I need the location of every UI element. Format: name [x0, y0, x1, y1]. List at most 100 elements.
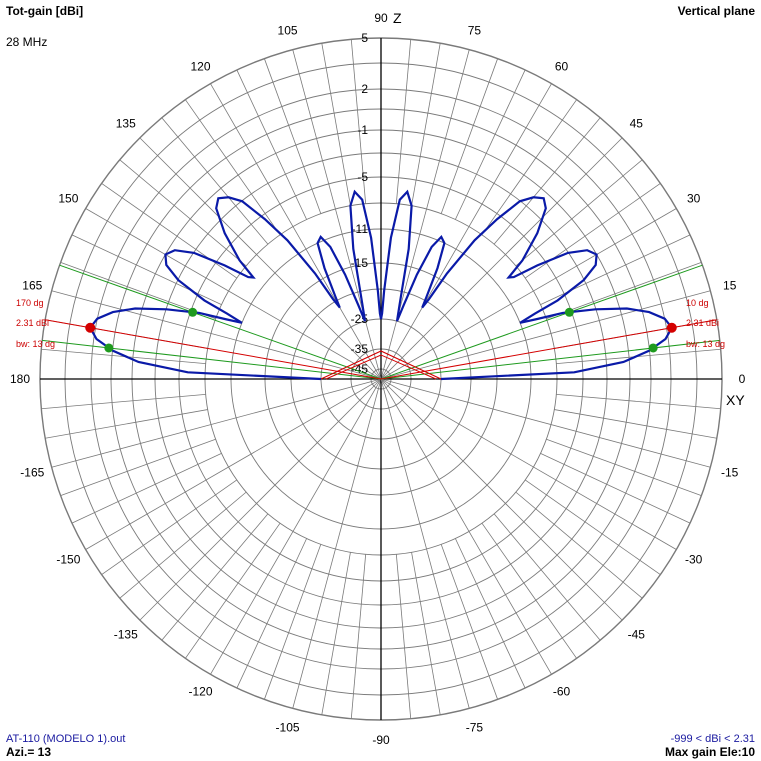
angle-tick-labels: 0 15 30 45 60 75 90 105 120 135 150 165 180 -165 -150 -…: [10, 11, 746, 747]
max-gain-line: [380, 319, 717, 380]
grid-spoke: [51, 378, 382, 468]
angle-tick-label: 90: [374, 11, 388, 25]
grid-spoke: [455, 538, 526, 689]
angle-tick-label: 150: [58, 192, 78, 206]
max-gain-point: [85, 322, 96, 333]
angle-tick-label: -75: [466, 721, 484, 735]
radial-tick-label: -35: [351, 342, 369, 356]
file-name: AT-110 (MODELO 1).out: [6, 733, 125, 745]
angle-tick-label: 75: [468, 23, 482, 37]
beamwidth-point: [564, 307, 574, 317]
angle-tick-label: -120: [188, 685, 212, 699]
grid-spoke: [440, 58, 499, 214]
grid-spoke: [440, 544, 499, 700]
beamwidth-left: bw: 13 dg: [16, 339, 55, 349]
angle-tick-label: -60: [553, 685, 571, 699]
marker-points: [85, 307, 677, 353]
frequency-label: 28 MHz: [6, 35, 47, 49]
grid-spoke: [101, 479, 238, 575]
grid-spoke: [60, 438, 216, 497]
grid-spoke: [236, 538, 307, 689]
radial-tick-label: -5: [357, 170, 368, 184]
grid-spoke: [493, 117, 601, 245]
beamwidth-line: [59, 264, 382, 380]
angle-tick-label: 105: [278, 23, 298, 37]
max-gain-right: 2.31 dBi: [686, 318, 719, 328]
grid-spoke: [455, 69, 526, 220]
angle-tick-label: 165: [22, 279, 42, 293]
max-gain-point: [666, 322, 677, 333]
horizon-label: XY: [726, 392, 745, 408]
grid-spoke: [380, 378, 470, 709]
grid-spoke: [380, 83, 552, 380]
grid-spoke: [524, 183, 661, 279]
grid-spoke: [481, 99, 577, 236]
center-marker: [325, 354, 437, 380]
grid-spoke: [395, 554, 412, 719]
radial-tick-label: -11: [352, 222, 369, 236]
angle-tick-label: -135: [114, 627, 138, 641]
grid-spoke: [51, 290, 382, 380]
grid-spoke: [210, 378, 382, 675]
grid-spoke: [210, 83, 382, 380]
grid-spoke: [119, 491, 247, 599]
grid-spoke: [554, 409, 717, 439]
max-elevation-left: 170 dg: [16, 298, 44, 308]
angle-tick-label: 45: [630, 117, 644, 131]
grid-spoke: [292, 49, 382, 380]
grid-spoke: [380, 137, 623, 380]
grid-spoke: [321, 552, 351, 715]
grid-spoke: [350, 39, 367, 204]
grid-spoke: [515, 159, 643, 267]
plane-title: Vertical plane: [678, 4, 756, 18]
grid-spoke: [380, 378, 711, 468]
azimuth-label: Azi.= 13: [6, 745, 51, 759]
grid-spoke: [139, 378, 382, 621]
grid-spoke: [350, 554, 367, 719]
radial-tick-label: -15: [351, 256, 369, 270]
angle-tick-label: -15: [721, 465, 739, 479]
max-gain-left: 2.31 dBi: [16, 318, 49, 328]
beamwidth-point: [188, 307, 198, 317]
angle-tick-label: 60: [555, 59, 569, 73]
gain-unit-title: Tot-gain [dBi]: [6, 4, 83, 18]
beamwidth-right: bw: 13 dg: [686, 339, 725, 349]
grid-spoke: [236, 69, 307, 220]
grid-spoke: [45, 409, 208, 439]
grid-spoke: [395, 39, 412, 204]
radial-tick-label: 5: [361, 31, 368, 45]
zenith-label: Z: [393, 10, 402, 26]
grid-spoke: [85, 208, 382, 380]
grid-spoke: [263, 58, 322, 214]
grid-spoke: [380, 378, 623, 621]
angle-tick-label: 30: [687, 192, 701, 206]
angle-tick-label: -105: [276, 721, 300, 735]
beamwidth-line: [42, 339, 382, 380]
grid-spoke: [546, 438, 702, 497]
grid-spoke: [85, 378, 382, 550]
grid-spoke: [380, 290, 711, 380]
angle-tick-label: 0: [739, 372, 746, 386]
grid-spoke: [263, 544, 322, 700]
angle-tick-label: 135: [116, 117, 136, 131]
grid-spoke: [185, 99, 281, 236]
angle-tick-label: 15: [723, 279, 737, 293]
grid-spoke: [380, 378, 552, 675]
angle-tick-label: -45: [628, 627, 646, 641]
grid-spoke: [524, 479, 661, 575]
grid-spoke: [556, 393, 721, 410]
grid-spoke: [161, 117, 269, 245]
grid-spoke: [540, 453, 691, 524]
beamwidth-line: [380, 339, 720, 380]
angle-tick-label: 120: [190, 59, 210, 73]
max-elevation-right: 10 dg: [686, 298, 709, 308]
radial-tick-label: 2: [361, 82, 368, 96]
beamwidth-line: [380, 264, 703, 380]
grid-spoke: [515, 491, 643, 599]
gain-range: -999 < dBi < 2.31: [671, 733, 755, 745]
angle-tick-label: -165: [20, 465, 44, 479]
max-gain-elevation: Max gain Ele:10: [665, 745, 755, 759]
gain-pattern-curve: [88, 189, 674, 381]
